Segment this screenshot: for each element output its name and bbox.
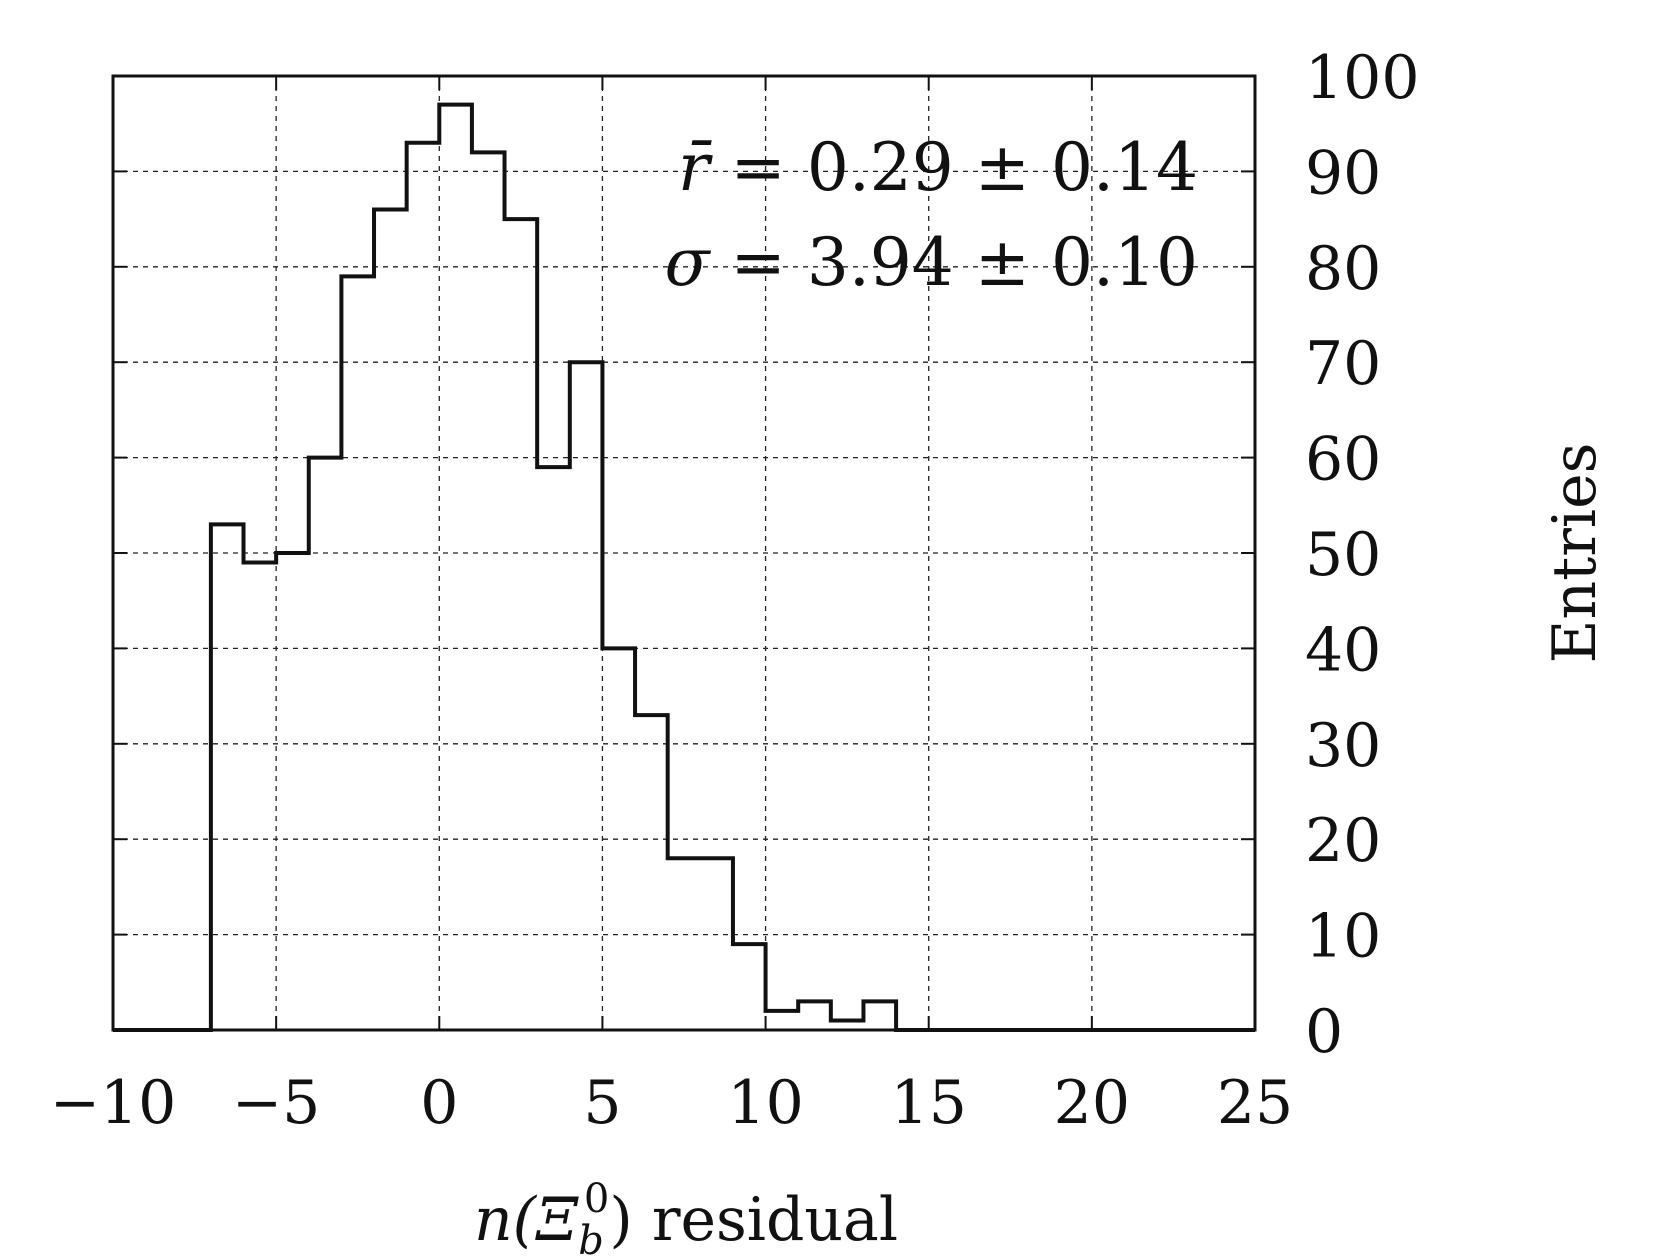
y-tick-label: 10 xyxy=(1305,902,1381,972)
x-tick-label: 15 xyxy=(891,1068,967,1138)
y-tick-label: 30 xyxy=(1305,711,1381,781)
x-tick-label: 5 xyxy=(583,1068,621,1138)
x-tick-label: 0 xyxy=(420,1068,458,1138)
y-tick-label: 20 xyxy=(1305,806,1381,876)
y-tick-label: 80 xyxy=(1305,234,1381,304)
x-axis-title: n(Ξb0) residual xyxy=(474,1176,898,1260)
plot-frame xyxy=(111,74,1257,1032)
y-axis-title: Entries xyxy=(1540,443,1610,664)
y-tick-label: 90 xyxy=(1305,138,1381,208)
x-tick-labels: −10 −5 0 5 10 15 20 25 xyxy=(50,1068,1293,1138)
x-tick-label: −5 xyxy=(232,1068,320,1138)
grid-lines xyxy=(113,76,1255,1030)
y-tick-label: 100 xyxy=(1305,43,1420,113)
mean-annotation: r̄ = 0.29 ± 0.14 xyxy=(678,129,1198,206)
y-tick-labels: 0 10 20 30 40 50 60 70 80 90 100 xyxy=(1305,43,1420,1067)
sigma-annotation: σ = 3.94 ± 0.10 xyxy=(665,224,1199,301)
x-tick-label: −10 xyxy=(50,1068,177,1138)
y-tick-label: 50 xyxy=(1305,520,1381,590)
x-tick-label: 25 xyxy=(1217,1068,1293,1138)
y-tick-label: 60 xyxy=(1305,425,1381,495)
x-tick-label: 10 xyxy=(727,1068,803,1138)
y-tick-label: 70 xyxy=(1305,329,1381,399)
y-tick-label: 0 xyxy=(1305,997,1343,1067)
y-tick-label: 40 xyxy=(1305,615,1381,685)
histogram-outline xyxy=(113,102,1255,1032)
x-tick-label: 20 xyxy=(1054,1068,1130,1138)
